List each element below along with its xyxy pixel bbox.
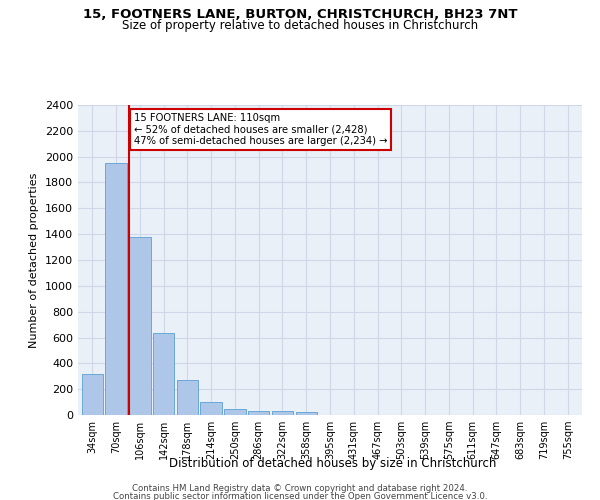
Text: 15, FOOTNERS LANE, BURTON, CHRISTCHURCH, BH23 7NT: 15, FOOTNERS LANE, BURTON, CHRISTCHURCH,… — [83, 8, 517, 20]
Bar — [153, 333, 174, 415]
Bar — [296, 412, 317, 415]
Text: Contains public sector information licensed under the Open Government Licence v3: Contains public sector information licen… — [113, 492, 487, 500]
Text: Contains HM Land Registry data © Crown copyright and database right 2024.: Contains HM Land Registry data © Crown c… — [132, 484, 468, 493]
Bar — [82, 374, 103, 415]
Text: Distribution of detached houses by size in Christchurch: Distribution of detached houses by size … — [169, 458, 497, 470]
Bar — [176, 380, 198, 415]
Y-axis label: Number of detached properties: Number of detached properties — [29, 172, 40, 348]
Bar — [129, 237, 151, 415]
Bar — [106, 163, 127, 415]
Bar — [272, 412, 293, 415]
Bar — [248, 411, 269, 415]
Bar — [224, 409, 245, 415]
Bar — [200, 402, 222, 415]
Text: Size of property relative to detached houses in Christchurch: Size of property relative to detached ho… — [122, 18, 478, 32]
Text: 15 FOOTNERS LANE: 110sqm
← 52% of detached houses are smaller (2,428)
47% of sem: 15 FOOTNERS LANE: 110sqm ← 52% of detach… — [134, 112, 388, 146]
